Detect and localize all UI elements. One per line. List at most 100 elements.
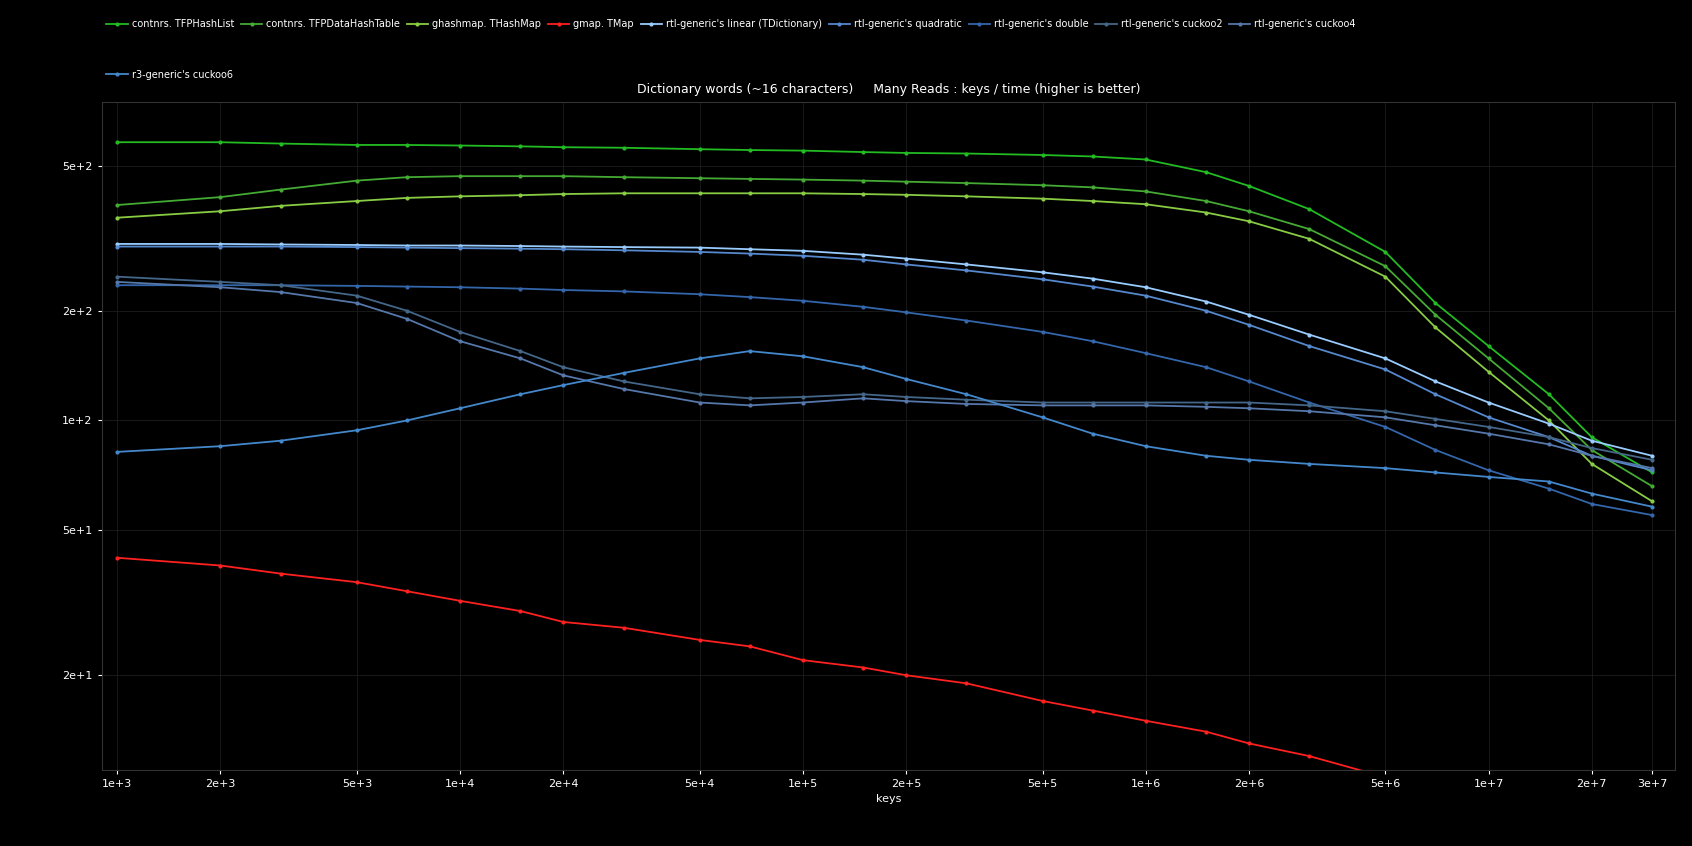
rtl-generic's quadratic (511, 244, 531, 254)
r3-generic's cuckoo6 (794, 351, 814, 361)
rtl-generic's double (1032, 327, 1052, 337)
rtl-generic's double (794, 296, 814, 306)
r3-generic's cuckoo6 (1582, 488, 1602, 498)
rtl-generic's double (1299, 398, 1320, 408)
rtl-generic's cuckoo4 (1083, 400, 1103, 410)
gmap. TMap (739, 641, 760, 651)
rtl-generic's linear (TDictionary) (107, 239, 127, 249)
contnrs. TFPDataHashTable (398, 172, 418, 182)
ghashmap. THashMap (956, 191, 976, 201)
rtl-generic's linear (TDictionary) (511, 241, 531, 251)
rtl-generic's quadratic (1582, 451, 1602, 461)
contnrs. TFPHashList (1582, 432, 1602, 442)
rtl-generic's linear (TDictionary) (739, 244, 760, 255)
rtl-generic's linear (TDictionary) (1425, 376, 1445, 387)
contnrs. TFPHashList (690, 144, 711, 154)
r3-generic's cuckoo6 (511, 389, 531, 399)
gmap. TMap (553, 617, 574, 627)
contnrs. TFPDataHashTable (1083, 182, 1103, 192)
rtl-generic's double (853, 302, 873, 312)
rtl-generic's cuckoo4 (1239, 404, 1259, 414)
contnrs. TFPDataHashTable (897, 177, 917, 187)
contnrs. TFPHashList (210, 137, 230, 147)
rtl-generic's cuckoo2 (1582, 443, 1602, 453)
contnrs. TFPDataHashTable (347, 176, 367, 186)
rtl-generic's cuckoo4 (614, 384, 634, 394)
contnrs. TFPHashList (1299, 204, 1320, 214)
gmap. TMap (1196, 727, 1217, 737)
rtl-generic's quadratic (553, 244, 574, 255)
rtl-generic's cuckoo2 (1239, 398, 1259, 408)
rtl-generic's double (739, 292, 760, 302)
r3-generic's cuckoo6 (690, 354, 711, 364)
rtl-generic's cuckoo4 (1135, 400, 1156, 410)
contnrs. TFPHashList (897, 148, 917, 158)
r3-generic's cuckoo6 (1196, 451, 1217, 461)
contnrs. TFPDataHashTable (553, 171, 574, 181)
rtl-generic's double (450, 283, 470, 293)
contnrs. TFPDataHashTable (1641, 481, 1662, 492)
rtl-generic's linear (TDictionary) (1538, 419, 1558, 429)
rtl-generic's double (1376, 422, 1396, 432)
gmap. TMap (1641, 841, 1662, 846)
rtl-generic's cuckoo2 (897, 392, 917, 402)
rtl-generic's linear (TDictionary) (347, 240, 367, 250)
rtl-generic's cuckoo2 (853, 389, 873, 399)
gmap. TMap (956, 678, 976, 689)
rtl-generic's linear (TDictionary) (1641, 451, 1662, 461)
gmap. TMap (614, 623, 634, 633)
rtl-generic's cuckoo2 (107, 272, 127, 282)
contnrs. TFPDataHashTable (1538, 404, 1558, 414)
rtl-generic's linear (TDictionary) (1299, 330, 1320, 340)
r3-generic's cuckoo6 (1538, 476, 1558, 486)
ghashmap. THashMap (1582, 459, 1602, 469)
rtl-generic's cuckoo2 (553, 362, 574, 372)
contnrs. TFPHashList (398, 140, 418, 150)
ghashmap. THashMap (1196, 207, 1217, 217)
rtl-generic's cuckoo2 (1538, 432, 1558, 442)
rtl-generic's double (1641, 510, 1662, 520)
rtl-generic's double (210, 280, 230, 290)
rtl-generic's quadratic (1239, 320, 1259, 330)
rtl-generic's cuckoo4 (1641, 463, 1662, 473)
gmap. TMap (210, 560, 230, 570)
ghashmap. THashMap (897, 190, 917, 200)
rtl-generic's cuckoo4 (553, 371, 574, 381)
rtl-generic's quadratic (1196, 305, 1217, 316)
rtl-generic's double (1479, 465, 1499, 475)
r3-generic's cuckoo6 (1479, 472, 1499, 482)
ghashmap. THashMap (1376, 272, 1396, 282)
rtl-generic's quadratic (1641, 465, 1662, 475)
rtl-generic's linear (TDictionary) (1032, 267, 1052, 277)
contnrs. TFPDataHashTable (794, 174, 814, 184)
rtl-generic's double (1425, 445, 1445, 455)
contnrs. TFPDataHashTable (271, 184, 291, 195)
contnrs. TFPHashList (739, 145, 760, 155)
Line: rtl-generic's double: rtl-generic's double (115, 283, 1655, 517)
rtl-generic's quadratic (1538, 432, 1558, 442)
contnrs. TFPHashList (1135, 155, 1156, 165)
ghashmap. THashMap (450, 191, 470, 201)
ghashmap. THashMap (1641, 497, 1662, 507)
contnrs. TFPDataHashTable (1135, 186, 1156, 196)
rtl-generic's cuckoo4 (1196, 402, 1217, 412)
ghashmap. THashMap (739, 188, 760, 198)
rtl-generic's quadratic (956, 266, 976, 276)
rtl-generic's cuckoo4 (853, 393, 873, 404)
contnrs. TFPHashList (1479, 341, 1499, 351)
rtl-generic's cuckoo4 (739, 400, 760, 410)
rtl-generic's cuckoo4 (210, 283, 230, 293)
contnrs. TFPHashList (1376, 247, 1396, 257)
Line: rtl-generic's cuckoo2: rtl-generic's cuckoo2 (115, 275, 1655, 462)
contnrs. TFPHashList (1538, 389, 1558, 399)
gmap. TMap (511, 606, 531, 616)
ghashmap. THashMap (398, 193, 418, 203)
r3-generic's cuckoo6 (853, 362, 873, 372)
rtl-generic's cuckoo4 (347, 298, 367, 308)
rtl-generic's cuckoo4 (271, 287, 291, 297)
rtl-generic's double (614, 286, 634, 296)
Line: gmap. TMap: gmap. TMap (115, 556, 1655, 846)
rtl-generic's quadratic (107, 241, 127, 251)
rtl-generic's linear (TDictionary) (897, 254, 917, 264)
rtl-generic's linear (TDictionary) (553, 241, 574, 251)
